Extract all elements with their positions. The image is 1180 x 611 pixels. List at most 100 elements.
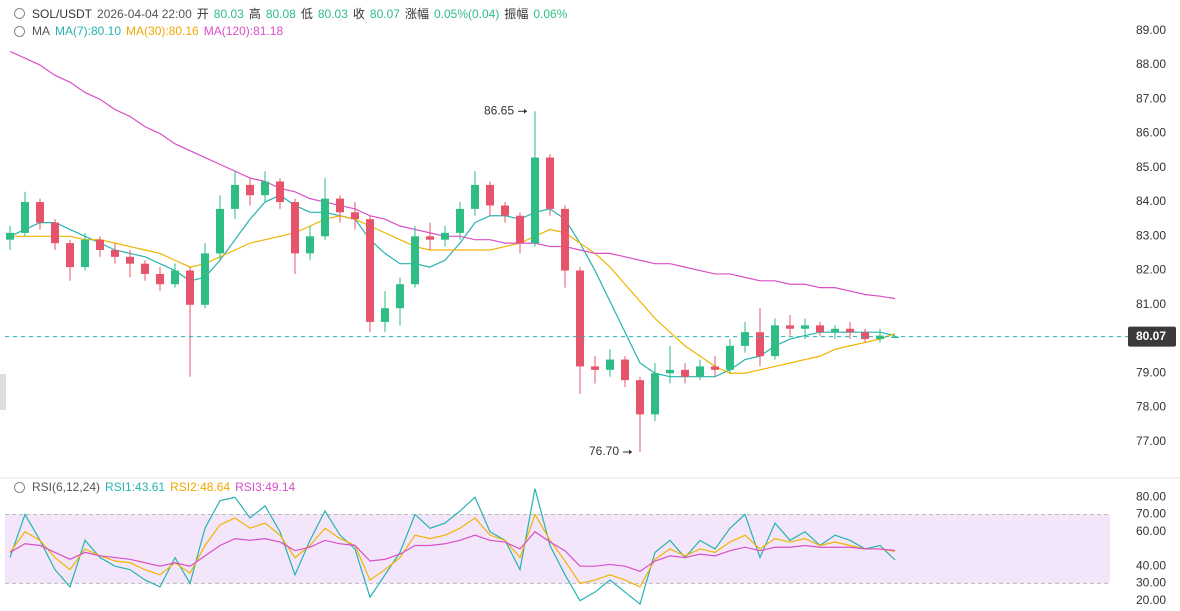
candle-body [231,184,239,209]
annotation-arrowhead [629,449,632,455]
candle-body [726,345,734,370]
y-tick-label: 86.00 [1136,126,1166,140]
y-tick-label: 30.00 [1136,576,1166,590]
rsi-legend: RSI(6,12,24) RSI1:43.61 RSI2:48.64 RSI3:… [14,480,295,494]
candle-body [681,369,689,377]
candle-body [816,325,824,333]
candle-body [831,328,839,333]
y-tick-label: 88.00 [1136,57,1166,71]
candle-body [876,335,884,340]
last-price-label: 80.07 [1136,329,1166,343]
value: 0.06% [533,6,568,21]
candle-body [456,208,464,233]
candle-body [621,359,629,381]
header-legend: SOL/USDT 2026-04-04 22:00 开 80.03 高 80.08 … [14,5,567,22]
symbol: SOL/USDT [32,6,93,21]
candle-body [336,198,344,213]
candle-body [156,273,164,285]
ma-line [9,50,896,300]
rsi-line [9,488,896,606]
y-tick-label: 82.00 [1136,263,1166,277]
candle-body [6,232,14,240]
last-price-box [1128,326,1176,347]
candle-body [486,184,494,206]
candle-body [396,284,404,309]
candle-body [801,325,809,329]
candle-body [66,243,74,268]
annotation-arrowhead [524,108,527,114]
y-tick-label: 81.00 [1136,297,1166,311]
value: 80.08 [265,6,296,21]
label: 低 [300,7,313,21]
side-handle[interactable] [0,374,6,410]
candle-body [216,208,224,254]
legend-entry: MA(30):80.16 [126,24,199,38]
label: 振幅 [504,7,529,21]
candle-body [576,270,584,367]
candle-body [846,328,854,333]
candle-body [111,249,119,257]
ma-label: MA [32,24,50,38]
candle-body [696,366,704,377]
candle-body [276,181,284,203]
candle-body [381,308,389,322]
candle-body [51,222,59,244]
candle-body [186,270,194,305]
candle-body [426,236,434,240]
candle-body [651,373,659,415]
y-tick-label: 77.00 [1136,434,1166,448]
toggle-icon[interactable] [14,25,25,37]
ma-line [10,215,896,374]
y-tick-label: 78.00 [1136,400,1166,414]
value: 80.03 [213,6,244,21]
legend-entry: MA(7):80.10 [55,24,122,38]
y-tick-label: 80.00 [1136,489,1166,503]
y-tick-label: 83.00 [1136,228,1166,242]
ma-legend: MA MA(7):80.10 MA(30):80.16 MA(120):81.1… [14,24,283,38]
label: 收 [352,7,365,21]
candle-body [306,236,314,254]
rsi-label: RSI(6,12,24) [32,480,101,494]
candle-body [756,332,764,357]
candle-body [351,212,359,220]
time: 2026-04-04 22:00 [97,6,192,21]
candle-body [441,232,449,240]
candle-body [771,325,779,357]
candle-body [531,157,539,244]
candle-body [711,366,719,370]
toggle-icon[interactable] [14,481,25,493]
y-tick-label: 40.00 [1136,558,1166,572]
rsi-band [5,514,1110,584]
candle-body [636,380,644,415]
candle-body [546,157,554,209]
y-tick-label: 84.00 [1136,194,1166,208]
y-tick-label: 89.00 [1136,23,1166,37]
candle-body [411,236,419,285]
candle-body [96,239,104,250]
rsi-line [9,530,896,573]
candle-body [861,332,869,340]
y-tick-label: 85.00 [1136,160,1166,174]
label: 高 [248,7,261,21]
legend-entry: RSI1:43.61 [105,480,166,494]
annotation-label: 76.70 [589,444,619,458]
candle-body [606,359,614,370]
annotation-label: 86.65 [484,103,514,117]
candle-body [666,369,674,374]
value: 80.07 [369,6,400,21]
y-tick-label: 60.00 [1136,524,1166,538]
candle-body [561,208,569,271]
candle-body [21,202,29,233]
legend-entry: MA(120):81.18 [203,24,284,38]
toggle-icon[interactable] [14,8,25,19]
ma-line [9,194,896,378]
legend-entry: RSI2:48.64 [170,480,231,494]
candle-body [516,215,524,244]
candle-body [471,184,479,209]
value: 0.05%(0.04) [433,6,500,21]
candle-body [261,181,269,196]
candle-body [786,325,794,329]
candle-body [501,205,509,216]
